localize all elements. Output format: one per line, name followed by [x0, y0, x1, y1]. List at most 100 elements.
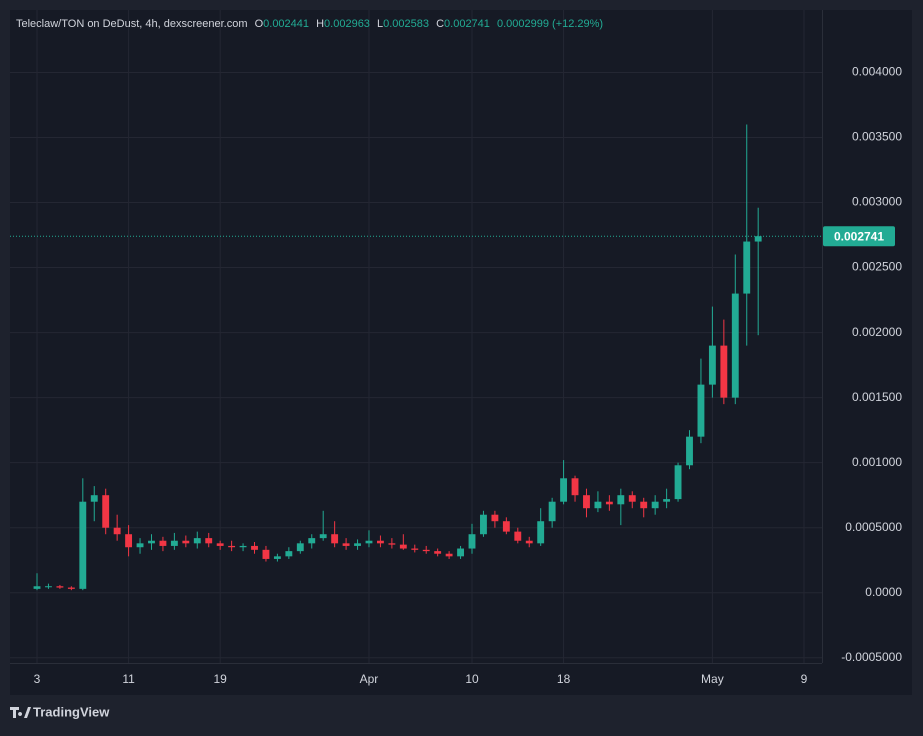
y-tick-label: 0.003000: [852, 195, 902, 209]
l-label: L: [377, 18, 383, 30]
candle-body: [262, 549, 270, 559]
candle-body: [388, 543, 396, 545]
footer-text: TradingView: [33, 704, 110, 719]
symbol: Teleclaw/TON on DeDust, 4h, dexscreener.…: [16, 18, 248, 30]
y-tick-label: -0.0005000: [841, 650, 902, 664]
candle-body: [720, 345, 728, 398]
y-tick-label: 0.002000: [852, 325, 902, 339]
x-tick-label: 11: [122, 672, 135, 686]
candle-body: [399, 544, 407, 549]
x-tick-label: 9: [801, 672, 808, 686]
candle-body: [411, 548, 419, 550]
candle-body: [468, 534, 476, 549]
candle-body: [67, 587, 75, 589]
candle-body: [708, 345, 716, 385]
y-tick-label: 0.0000: [865, 585, 902, 599]
candle-body: [525, 540, 533, 544]
x-tick-label: 3: [34, 672, 41, 686]
x-tick-label: Apr: [360, 672, 379, 686]
candle-body: [228, 545, 236, 548]
candles: [33, 124, 762, 591]
candle-body: [674, 465, 682, 500]
candle-body: [651, 501, 659, 509]
candle-body: [193, 538, 201, 544]
candle-body: [79, 501, 87, 589]
candle-body: [251, 545, 258, 550]
candle-body: [754, 236, 762, 242]
y-tick-label: 0.0005000: [845, 520, 902, 534]
legend-line: Teleclaw/TON on DeDust, 4h, dexscreener.…: [16, 18, 603, 30]
candle-body: [583, 495, 590, 509]
candle-body: [45, 586, 52, 588]
candle-body: [514, 531, 522, 541]
candle-body: [743, 241, 751, 294]
candle-body: [571, 478, 579, 496]
candle-body: [33, 586, 41, 589]
candle-body: [548, 501, 556, 522]
candle-body: [182, 540, 190, 544]
candle-body: [434, 551, 442, 554]
candle-body: [136, 543, 144, 548]
last-price-badge: [823, 226, 895, 247]
candle-body: [159, 540, 167, 546]
logo-icon: [10, 707, 31, 718]
x-tick-label: 19: [213, 672, 227, 686]
tradingview-logo[interactable]: TradingView: [10, 704, 110, 719]
o-label: O: [255, 18, 264, 30]
candle-body: [445, 553, 453, 557]
candle-body: [354, 543, 361, 546]
candle-body: [422, 549, 430, 552]
legend: Teleclaw/TON on DeDust, 4h, dexscreener.…: [16, 18, 603, 30]
candle-body: [537, 521, 545, 544]
candle-body: [342, 543, 350, 546]
o-value: 0.002441: [263, 18, 309, 30]
candle-body: [205, 538, 213, 544]
change: 0.0002999 (+12.29%): [497, 18, 603, 30]
y-tick-label: 0.001000: [852, 455, 902, 469]
candle-body: [686, 436, 693, 466]
candle-body: [285, 551, 293, 557]
candle-body: [640, 501, 648, 509]
candle-body: [697, 384, 705, 437]
last-price-label: 0.002741: [834, 229, 884, 243]
candle-body: [480, 514, 487, 535]
candle-body: [502, 521, 510, 532]
h-label: H: [316, 18, 324, 30]
candle-body: [56, 586, 64, 588]
candle-body: [617, 495, 625, 505]
candle-body: [113, 527, 121, 535]
candle-body: [605, 501, 613, 505]
candle-body: [90, 495, 98, 502]
x-tick-label: May: [701, 672, 724, 686]
candle-body: [102, 495, 110, 528]
candle-body: [594, 501, 602, 509]
candle-body: [308, 538, 316, 544]
candle-body: [491, 514, 499, 522]
x-tick-label: 18: [557, 672, 571, 686]
candle-body: [239, 545, 247, 548]
chart-panel: [10, 10, 912, 695]
y-tick-label: 0.003500: [852, 130, 902, 144]
candle-body: [365, 540, 373, 544]
candle-body: [148, 540, 155, 544]
candle-body: [457, 548, 464, 557]
candle-body: [731, 293, 739, 398]
y-tick-label: 0.002500: [852, 260, 902, 274]
h-value: 0.002963: [324, 18, 370, 30]
c-label: C: [436, 18, 444, 30]
x-tick-label: 10: [465, 672, 479, 686]
c-value: 0.002741: [444, 18, 490, 30]
candle-body: [663, 499, 671, 502]
candle-body: [319, 534, 327, 539]
y-tick-label: 0.004000: [852, 65, 902, 79]
candle-body: [628, 495, 636, 502]
candle-body: [273, 556, 281, 559]
l-value: 0.002583: [383, 18, 429, 30]
candle-body: [296, 543, 304, 552]
candle-body: [376, 540, 384, 544]
candle-body: [125, 534, 133, 548]
candle-body: [170, 540, 178, 546]
candle-body: [331, 534, 339, 544]
candle-body: [560, 478, 568, 502]
